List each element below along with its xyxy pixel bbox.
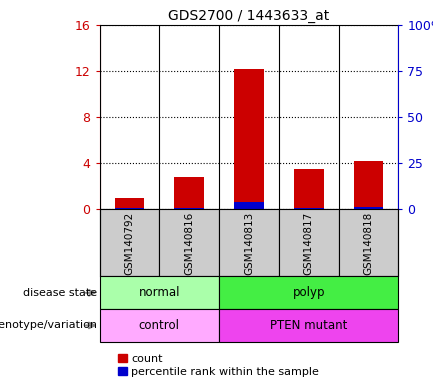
Bar <box>159 209 219 276</box>
Bar <box>294 169 324 209</box>
Bar <box>279 209 339 276</box>
Bar <box>353 161 384 209</box>
Bar <box>100 209 159 276</box>
Bar <box>114 198 145 209</box>
Bar <box>339 209 398 276</box>
Text: control: control <box>139 319 180 332</box>
Text: polyp: polyp <box>292 286 325 299</box>
Text: genotype/variation: genotype/variation <box>0 320 97 331</box>
Legend: count, percentile rank within the sample: count, percentile rank within the sample <box>118 354 320 377</box>
Bar <box>100 276 219 309</box>
Bar <box>353 207 384 209</box>
Bar <box>219 309 398 342</box>
Text: disease state: disease state <box>23 288 97 298</box>
Bar <box>234 69 264 209</box>
Text: PTEN mutant: PTEN mutant <box>270 319 347 332</box>
Bar <box>234 202 264 209</box>
Text: normal: normal <box>139 286 180 299</box>
Bar <box>174 177 204 209</box>
Text: GSM140818: GSM140818 <box>363 211 374 275</box>
Bar <box>219 276 398 309</box>
Text: GSM140816: GSM140816 <box>184 211 194 275</box>
Bar <box>100 309 219 342</box>
Bar <box>219 209 279 276</box>
Title: GDS2700 / 1443633_at: GDS2700 / 1443633_at <box>168 8 330 23</box>
Text: GSM140813: GSM140813 <box>244 211 254 275</box>
Text: GSM140792: GSM140792 <box>124 211 135 275</box>
Text: GSM140817: GSM140817 <box>304 211 314 275</box>
